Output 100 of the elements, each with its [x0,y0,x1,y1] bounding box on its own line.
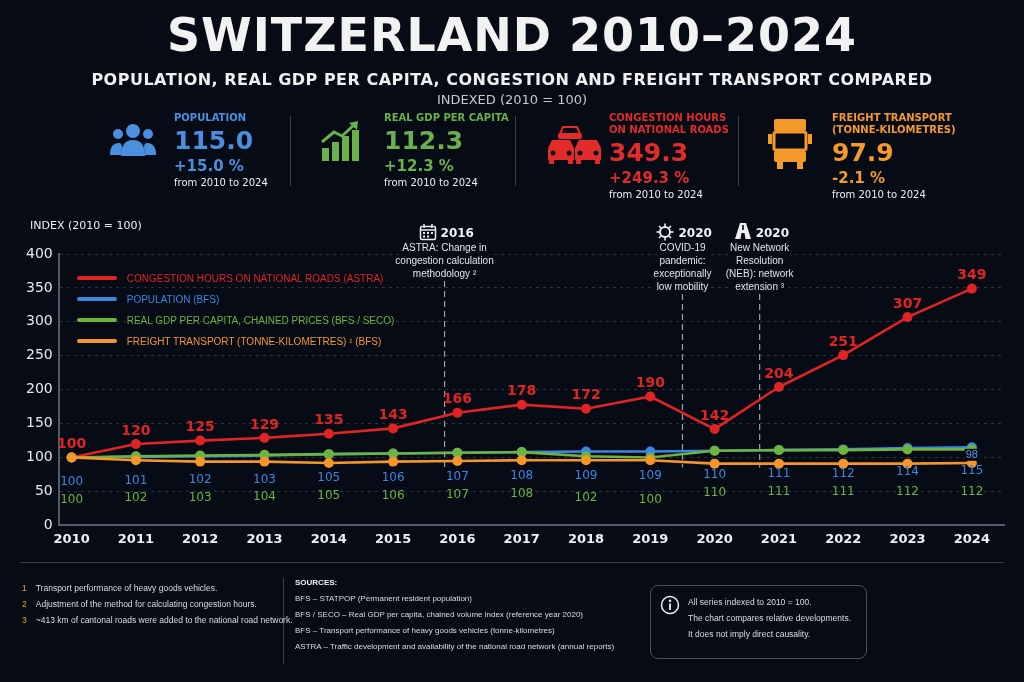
data-label: 108 [510,486,534,501]
point [966,283,977,294]
data-label: 109 [574,467,598,482]
data-label: 190 [635,374,666,391]
x-tick-label: 2022 [825,530,862,546]
data-label: 104 [253,488,276,503]
x-tick-label: 2010 [53,530,90,546]
text: BFS / SECO – Real GDP per capita, chained volume index (reference year 2020) [295,610,583,619]
data-label: 102 [124,490,148,505]
y-tick-label: 400 [25,244,53,261]
point [452,455,463,466]
data-label: 107 [445,486,469,501]
y-tick-label: 50 [34,482,53,499]
text: 97.9 [832,138,895,167]
text: It does not imply direct causality. [688,629,811,639]
point [773,381,784,392]
data-label: 112 [896,483,919,498]
data-label: 204 [764,364,794,381]
data-label: 111 [831,484,855,499]
x-tick-label: 2017 [503,530,540,546]
data-label: 166 [442,390,473,407]
text: -2.1 % [832,169,887,187]
point [581,455,592,466]
legend-label: REAL GDP PER CAPITA, CHAINED PRICES (BFS / SECO) [126,314,395,326]
point [709,424,720,435]
y-tick-label: 0 [43,516,53,533]
text: REAL GDP PER CAPITA [384,112,509,124]
x-tick-label: 2016 [439,530,476,546]
data-label: 102 [574,490,598,505]
data-label: 143 [378,406,408,423]
text: SWITZERLAND 2010–2024 [165,8,859,62]
x-tick-label: 2015 [375,530,412,546]
ref-line-label: 2020 COVID-19 pandemic: exceptionally low mobility [653,226,712,292]
point [838,458,849,469]
data-label: 114 [896,464,919,479]
x-tick-label: 2023 [889,530,926,546]
data-label: 115 [960,463,984,478]
text: +15.0 % [174,157,245,175]
text: CONGESTION HOURS ON NATIONAL ROADS [609,112,729,136]
data-label: 178 [507,382,537,399]
data-label: 142 [700,406,730,423]
text: 1 Transport performance of heavy goods vehicles. [22,583,218,593]
data-label: 112 [831,465,855,480]
y-tick-label: 300 [25,312,53,329]
x-tick-label: 2012 [182,530,219,546]
data-label: 112 [960,483,984,498]
text: +12.3 % [384,157,455,175]
data-label: 107 [445,468,469,483]
text: from 2010 to 2024 [832,189,927,200]
y-tick-label: 250 [25,346,53,363]
ref-line-label: 2016 ASTRA: Change in congestion calculation methodology ² [395,226,494,279]
legend-label: POPULATION (BFS) [126,293,220,305]
data-label: 105 [317,488,341,503]
data-label: 129 [249,415,280,432]
text: FREIGHT TRANSPORT (TONNE-KILOMETRES) [832,112,956,136]
x-tick-label: 2014 [310,530,347,546]
data-label: 103 [188,489,212,504]
data-label: 120 [121,421,151,438]
x-tick-label: 2021 [760,530,798,546]
point [323,428,334,439]
point [259,432,270,443]
data-label: 111 [767,484,791,499]
point [709,458,720,469]
point [581,403,592,414]
data-label: 110 [703,484,727,499]
data-label: 349 [957,266,987,283]
text: 3 ~413 km of cantonal roads were added to the national road network. [22,615,293,625]
text: All series indexed to 2010 = 100. [688,597,812,607]
ref-line-label: 2020 New Network Resolution (NEB): network extension ³ [725,226,795,292]
y-tick-label: 200 [25,380,53,397]
y-tick-label: 100 [25,448,53,465]
data-label: 102 [188,472,212,487]
text: 115.0 [174,126,255,155]
data-label: 109 [638,467,662,482]
text: from 2010 to 2024 [609,189,704,200]
data-label: 172 [571,386,601,403]
point [388,423,399,434]
point [838,350,849,361]
x-tick-label: 2018 [567,530,605,546]
data-label: 100 [60,491,84,506]
point [645,391,656,402]
y-tick-label: 150 [25,414,53,431]
x-tick-label: 2011 [117,530,154,546]
data-label: 100 [638,491,662,506]
point [516,455,527,466]
legend-label: FREIGHT TRANSPORT (TONNE-KILOMETRES) ¹ (BFS) [126,335,382,347]
data-label: 110 [703,466,727,481]
data-label: 100 [56,435,87,452]
y-tick-label: 350 [25,278,53,295]
point [195,435,206,446]
data-label: 125 [185,418,215,435]
text: 2 Adjustment of the method for calculating congestion hours. [22,599,257,609]
point [130,438,141,449]
text: +249.3 % [609,169,691,187]
data-label: 106 [381,487,405,502]
text: The chart compares relative developments. [688,613,851,623]
point [323,457,334,468]
text: POPULATION [174,112,248,124]
legend-label: CONGESTION HOURS ON NATIONAL ROADS (ASTRA) [126,272,384,284]
data-label: 103 [253,471,276,486]
